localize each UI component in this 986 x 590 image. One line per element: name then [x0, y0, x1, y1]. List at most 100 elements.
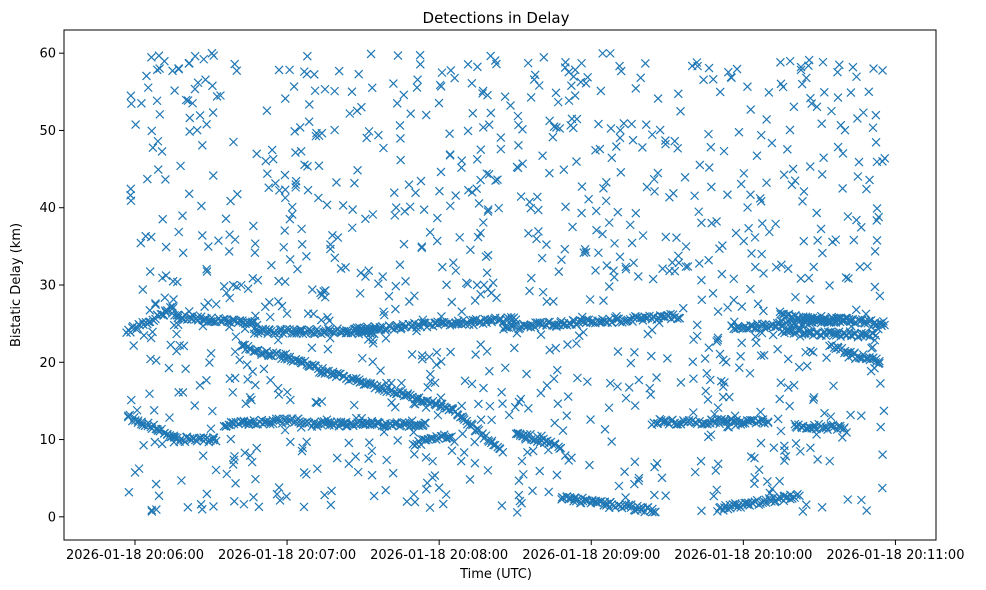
data-point [393, 436, 403, 445]
y-tick-label: 0 [48, 510, 56, 525]
data-point [502, 323, 512, 332]
data-point [697, 506, 706, 516]
data-point [153, 136, 163, 146]
data-point [789, 380, 799, 390]
data-point [201, 75, 210, 85]
data-point [673, 251, 683, 261]
data-point [870, 335, 880, 345]
data-point [447, 297, 457, 307]
data-point [551, 88, 561, 98]
data-point [405, 202, 415, 212]
data-point [355, 288, 365, 298]
data-point [633, 272, 643, 281]
data-point [726, 72, 736, 82]
data-point [333, 368, 342, 378]
data-point [762, 178, 771, 188]
data-point [437, 68, 447, 78]
data-point [388, 468, 398, 478]
data-point [696, 275, 706, 285]
data-point [146, 333, 156, 343]
data-point [492, 293, 502, 303]
data-point [599, 183, 608, 193]
data-point [147, 507, 157, 516]
data-point [536, 388, 546, 398]
data-point [651, 507, 660, 517]
data-point [841, 273, 851, 282]
data-point [757, 319, 767, 329]
data-point [817, 119, 827, 129]
data-point [506, 101, 515, 110]
data-point [207, 406, 217, 416]
data-point [756, 407, 765, 417]
data-point [243, 418, 253, 427]
data-point [652, 419, 662, 428]
data-point [476, 415, 486, 425]
data-point [801, 500, 811, 510]
data-point [787, 180, 797, 190]
data-point [676, 106, 685, 116]
data-point [736, 351, 746, 361]
y-tick-label: 20 [39, 356, 56, 371]
data-point [183, 502, 193, 512]
data-point [763, 418, 773, 428]
data-point [362, 133, 372, 143]
data-point [577, 182, 587, 192]
data-point [363, 379, 373, 388]
data-point [399, 90, 409, 100]
data-point [528, 486, 537, 496]
data-point [478, 88, 487, 98]
data-point [300, 160, 309, 170]
data-point [522, 369, 531, 379]
data-point [551, 343, 561, 353]
data-point [402, 390, 412, 400]
data-point [783, 354, 793, 364]
data-point [665, 266, 674, 276]
data-point [164, 363, 174, 373]
data-point [451, 266, 461, 276]
data-point [274, 65, 284, 75]
data-point [607, 437, 617, 446]
data-point [302, 437, 312, 447]
data-point [262, 106, 272, 116]
data-point [254, 502, 264, 512]
data-point [256, 348, 266, 358]
data-point [138, 317, 148, 327]
data-point [773, 344, 783, 354]
data-point [704, 129, 713, 139]
data-point [762, 115, 772, 124]
data-point [794, 491, 804, 501]
data-point [700, 354, 710, 363]
data-point [291, 176, 301, 186]
data-point [672, 314, 682, 324]
data-point [304, 117, 314, 127]
data-point [344, 459, 354, 469]
data-point [512, 328, 522, 338]
data-point [862, 506, 872, 515]
data-point [764, 227, 774, 237]
data-point [563, 392, 573, 401]
data-point [381, 333, 391, 343]
data-point [202, 264, 212, 274]
data-point [560, 451, 570, 461]
data-point [836, 120, 846, 130]
data-point [653, 94, 663, 103]
data-point [330, 86, 340, 96]
data-point [497, 387, 507, 397]
data-point [820, 316, 830, 326]
data-point [248, 221, 258, 231]
data-point [701, 386, 711, 396]
data-point [463, 126, 473, 136]
data-point [460, 376, 470, 386]
data-point [248, 273, 258, 283]
data-point [704, 163, 714, 173]
data-point [723, 303, 733, 312]
data-point [493, 175, 502, 185]
data-point [379, 143, 388, 153]
data-point [865, 175, 874, 185]
data-point [211, 299, 221, 309]
data-point [581, 247, 591, 257]
data-point [620, 467, 630, 477]
data-point [467, 379, 477, 389]
data-point [713, 459, 723, 469]
